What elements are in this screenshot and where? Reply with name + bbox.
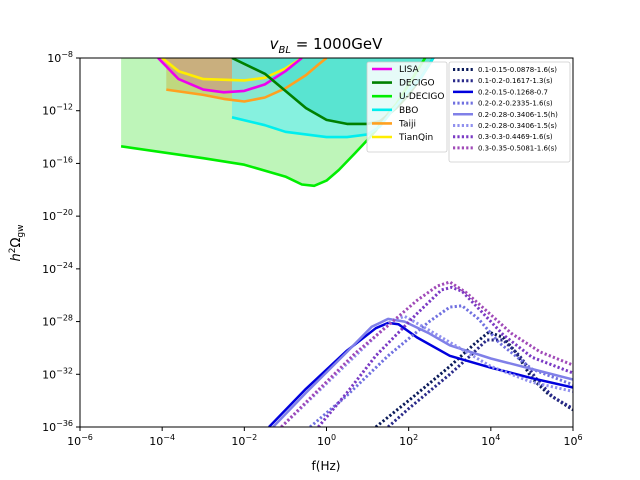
curve-taiji bbox=[166, 58, 328, 103]
x-axis-label: f(Hz) bbox=[312, 459, 341, 473]
y-tick-label: 10−24 bbox=[42, 261, 73, 276]
series-0-2-0-2-0-2335-1-6-s bbox=[309, 304, 573, 427]
y-tick-label: 10−8 bbox=[47, 50, 73, 65]
y-tick-label: 10−20 bbox=[42, 208, 73, 223]
x-tick-label: 104 bbox=[481, 433, 500, 448]
y-tick-label: 10−36 bbox=[42, 419, 73, 434]
x-tick-label: 10−2 bbox=[231, 433, 257, 448]
x-tick-label: 10−4 bbox=[149, 433, 175, 448]
legend-label-0-3-0-3-0-4469-1-6-s: 0.3-0.3-0.4469-1.6(s) bbox=[478, 133, 553, 141]
y-tick-label: 10−28 bbox=[42, 314, 73, 329]
legend-label-0-2-0-2-0-2335-1-6-s: 0.2-0.2-0.2335-1.6(s) bbox=[478, 100, 553, 108]
y-tick-label: 10−16 bbox=[42, 155, 73, 170]
series-0-3-0-3-0-4469-1-6-s bbox=[317, 285, 573, 427]
curve-lisa bbox=[157, 58, 303, 94]
curve-tianqin bbox=[161, 58, 303, 82]
y-axis-label: h2Ωgw bbox=[8, 225, 26, 262]
y-tick-label: 10−32 bbox=[42, 366, 73, 381]
detector-legend: LISA DECIGO U-DECIGO BBO Taiji TianQin bbox=[366, 61, 448, 153]
legend-label-tianqin: TianQin bbox=[398, 133, 433, 143]
x-tick-label: 10−6 bbox=[67, 433, 93, 448]
legend-label-0-1-0-15-0-0878-1-6-s: 0.1-0.15-0.0878-1.6(s) bbox=[478, 66, 557, 74]
series-0-1-0-15-0-0878-1-6-s bbox=[374, 330, 573, 427]
gw-spectrum-curves bbox=[268, 280, 573, 427]
legend-label-decigo: DECIGO bbox=[399, 79, 435, 89]
legend-label-0-2-0-28-0-3406-1-5-h: 0.2-0.28-0.3406-1.5(h) bbox=[478, 111, 558, 119]
legend-label-taiji: Taiji bbox=[398, 119, 416, 129]
x-axis-ticks: 10−6 10−4 10−2 100 102 104 106 bbox=[67, 427, 583, 448]
y-tick-label: 10−12 bbox=[42, 103, 73, 118]
x-tick-label: 100 bbox=[317, 433, 336, 448]
legend-label-lisa: LISA bbox=[399, 65, 420, 75]
series-0-3-0-35-0-5081-1-6-s bbox=[280, 280, 573, 427]
legend-label-0-1-0-2-0-1617-1-3-s: 0.1-0.2-0.1617-1.3(s) bbox=[478, 77, 553, 85]
legend-label-u-decigo: U-DECIGO bbox=[399, 92, 444, 102]
series-0-1-0-2-0-1617-1-3-s bbox=[387, 338, 573, 427]
spectrum-legend: 0.1-0.15-0.0878-1.6(s) 0.1-0.2-0.1617-1.3… bbox=[448, 61, 571, 163]
x-tick-label: 106 bbox=[563, 433, 582, 448]
x-tick-label: 102 bbox=[399, 433, 418, 448]
series-0-2-0-15-0-1268-0-7 bbox=[268, 321, 573, 427]
chart-title: vBL = 1000GeV bbox=[270, 35, 383, 56]
legend-label-0-2-0-28-0-3406-1-5-s: 0.2-0.28-0.3406-1.5(s) bbox=[478, 122, 557, 130]
series-0-2-0-28-0-3406-1-5-h bbox=[272, 317, 573, 427]
y-axis-ticks: 10−36 10−32 10−28 10−24 10−20 10−16 10−12 10−8 bbox=[42, 50, 80, 434]
legend-label-bbo: BBO bbox=[399, 106, 418, 116]
legend-label-0-2-0-15-0-1268-0-7: 0.2-0.15-0.1268-0.7 bbox=[478, 88, 548, 96]
legend-label-0-3-0-35-0-5081-1-6-s: 0.3-0.35-0.5081-1.6(s) bbox=[478, 144, 557, 152]
